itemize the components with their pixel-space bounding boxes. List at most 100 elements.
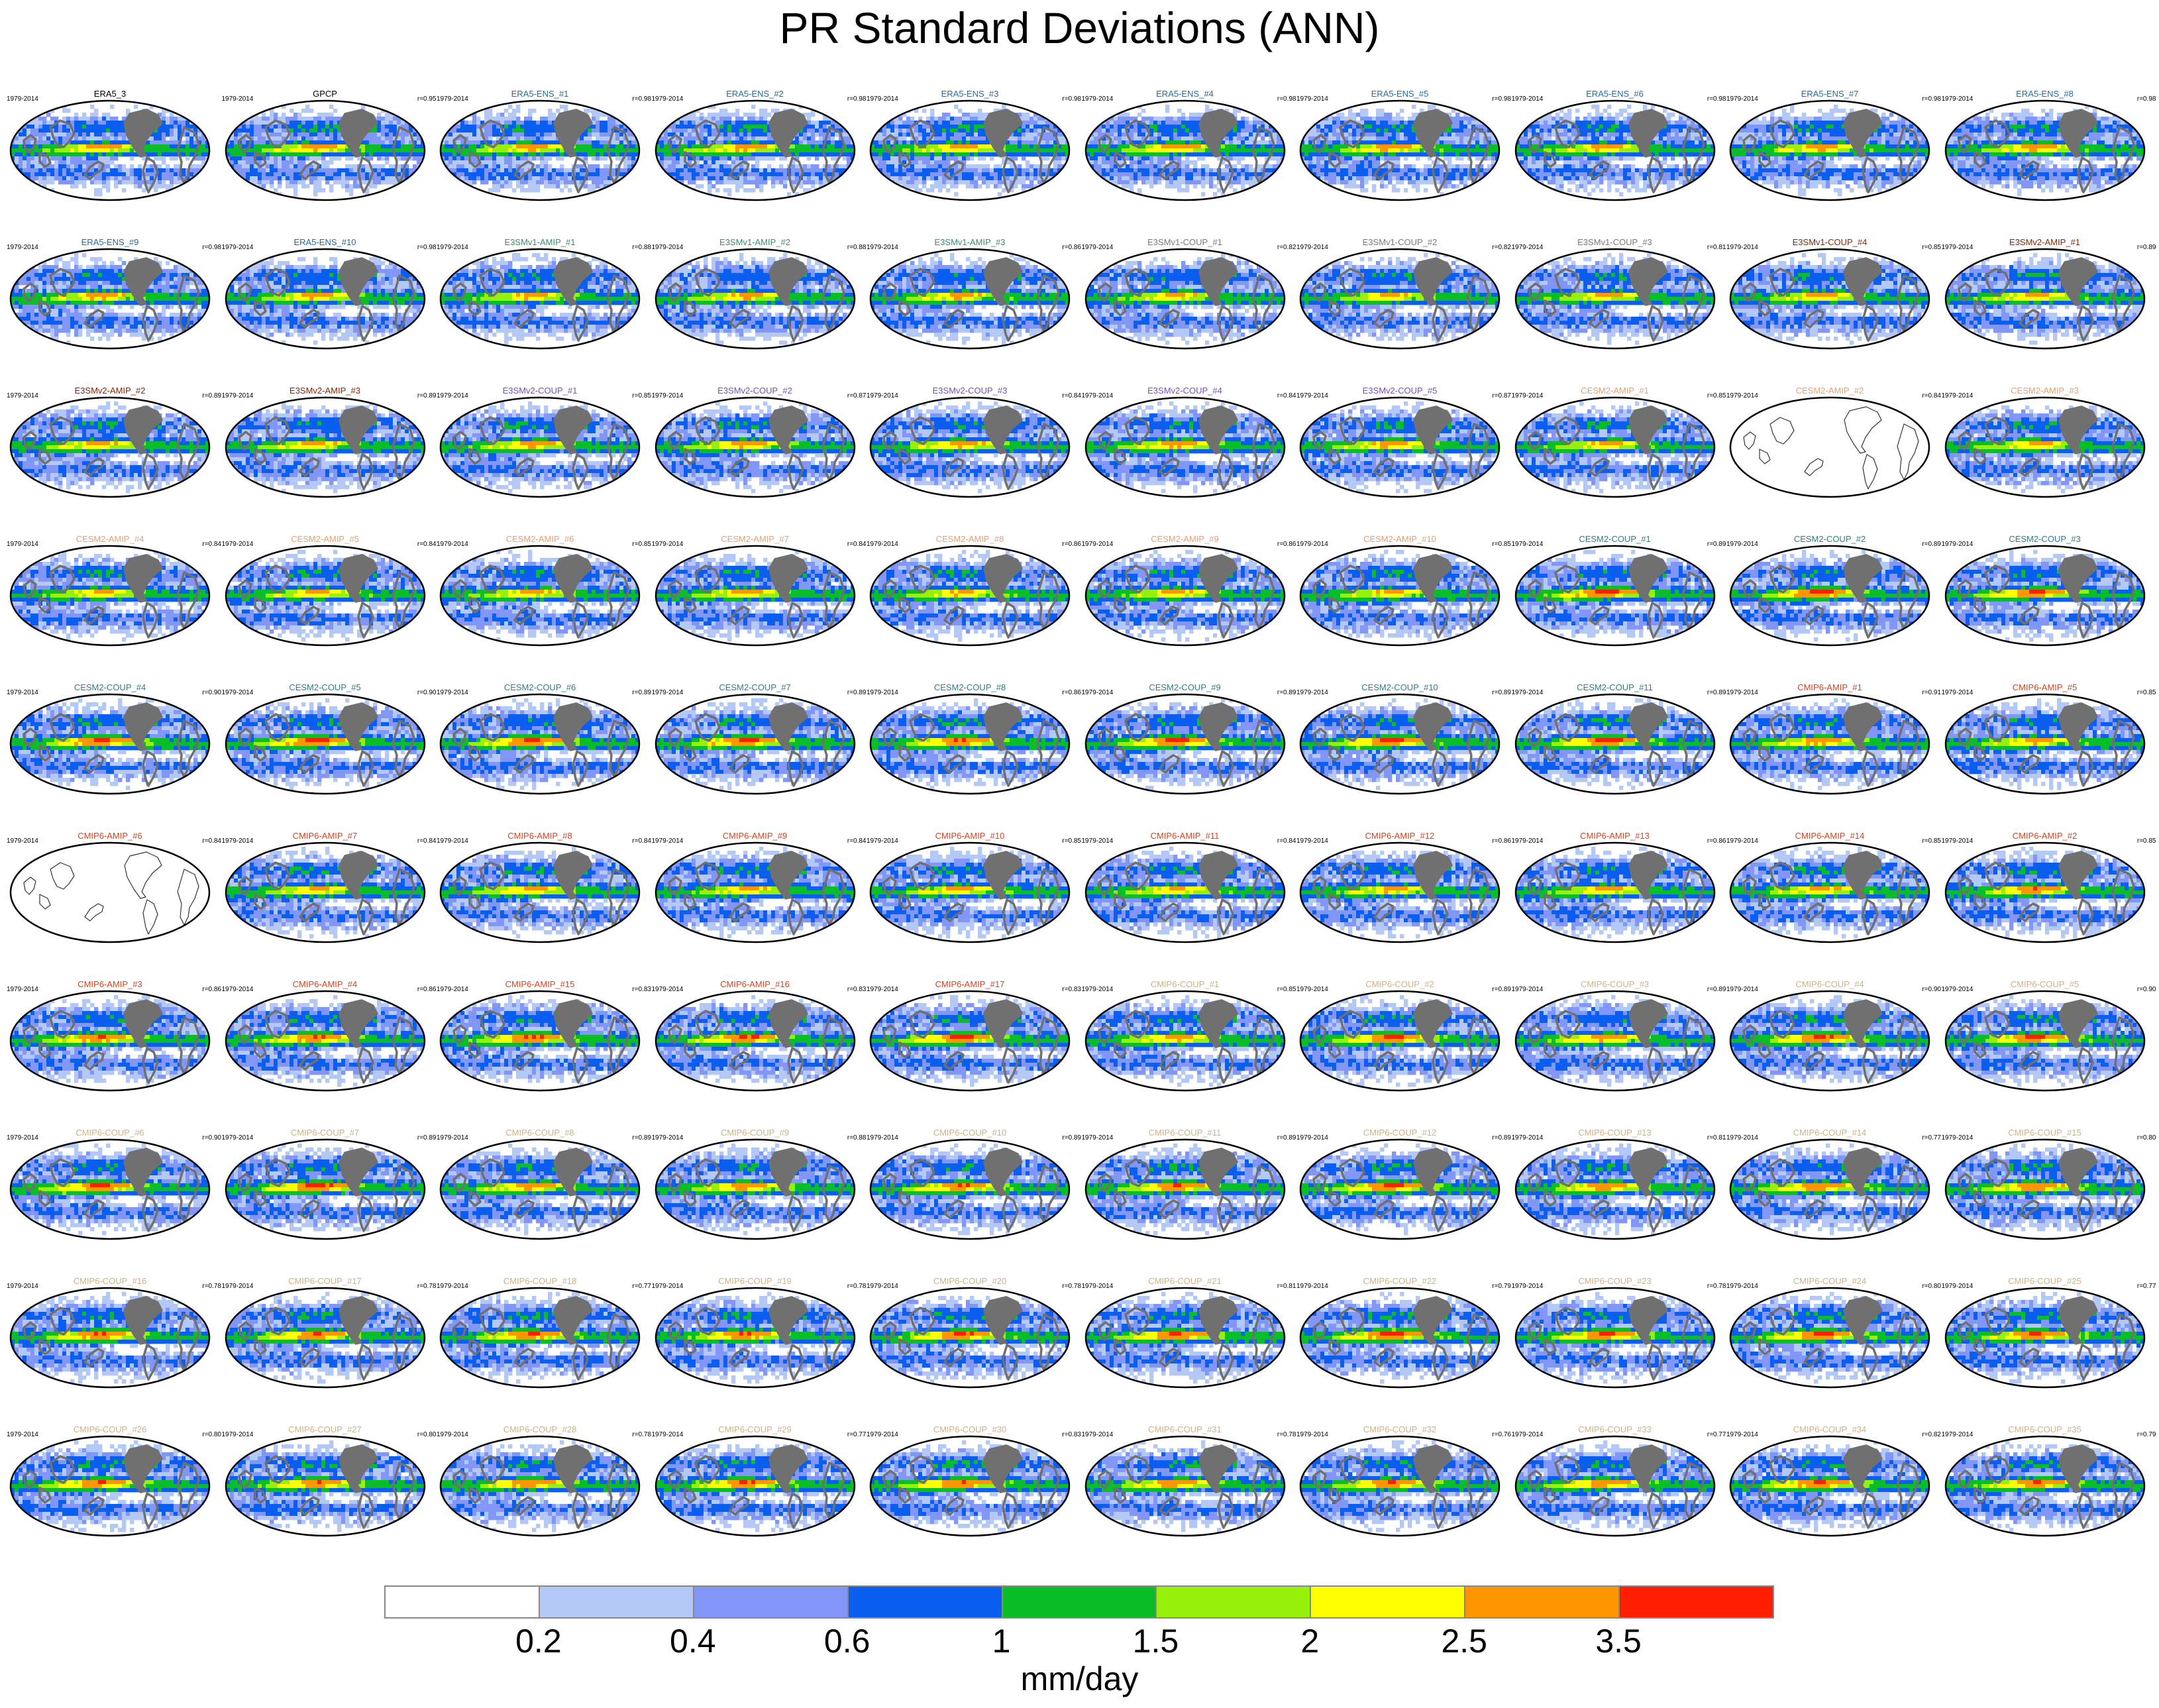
field-cell xyxy=(441,125,445,129)
field-cell xyxy=(532,133,536,136)
field-cell xyxy=(1165,136,1169,140)
field-cell xyxy=(82,152,86,156)
field-cell xyxy=(86,125,90,129)
field-cell xyxy=(58,160,62,164)
field-cell xyxy=(74,125,78,129)
field-cell xyxy=(962,129,966,133)
field-cell xyxy=(775,172,779,176)
field-cell xyxy=(1177,109,1181,113)
field-cell xyxy=(246,121,250,125)
field-cell xyxy=(1114,109,1118,113)
field-cell xyxy=(807,144,811,148)
field-cell xyxy=(62,133,66,136)
field-cell xyxy=(78,125,82,129)
field-cell xyxy=(270,113,274,117)
field-cell xyxy=(592,156,596,160)
field-cell xyxy=(926,164,930,168)
field-cell xyxy=(421,129,425,133)
field-cell xyxy=(508,133,512,136)
field-cell xyxy=(290,168,293,172)
field-cell xyxy=(413,188,417,192)
field-cell xyxy=(58,156,62,160)
field-cell xyxy=(1241,121,1245,125)
field-cell xyxy=(468,180,472,184)
field-cell xyxy=(524,136,528,140)
field-cell xyxy=(417,109,421,113)
field-cell xyxy=(381,140,385,144)
field-cell xyxy=(246,129,250,133)
field-cell xyxy=(1102,109,1106,113)
field-cell xyxy=(182,152,185,156)
field-cell xyxy=(464,168,468,172)
field-cell xyxy=(234,160,238,164)
field-cell xyxy=(1026,144,1029,148)
field-cell xyxy=(274,125,278,129)
field-cell xyxy=(1029,164,1033,168)
field-cell xyxy=(1253,129,1257,133)
field-cell xyxy=(906,180,910,184)
field-cell xyxy=(1245,140,1249,144)
field-cell xyxy=(401,144,405,148)
field-cell xyxy=(580,136,584,140)
field-cell xyxy=(938,148,942,152)
field-cell xyxy=(1122,113,1126,117)
field-cell xyxy=(205,113,209,117)
field-cell xyxy=(456,129,460,133)
field-cell xyxy=(1277,117,1281,121)
field-cell xyxy=(333,125,337,129)
field-cell xyxy=(719,172,723,176)
field-cell xyxy=(254,136,258,140)
field-cell xyxy=(843,156,847,160)
field-cell xyxy=(1249,136,1253,140)
field-cell xyxy=(803,144,807,148)
field-cell xyxy=(556,184,560,188)
field-cell xyxy=(1049,144,1053,148)
field-cell xyxy=(851,176,855,180)
field-cell xyxy=(978,184,982,188)
field-cell xyxy=(345,176,349,180)
field-cell xyxy=(898,172,902,176)
field-cell xyxy=(417,144,421,148)
field-cell xyxy=(496,117,500,121)
field-cell xyxy=(70,152,74,156)
field-cell xyxy=(831,105,835,109)
field-cell xyxy=(286,117,290,121)
field-cell xyxy=(1137,125,1141,129)
field-cell xyxy=(496,164,500,168)
field-cell xyxy=(747,113,751,117)
field-cell xyxy=(409,113,413,117)
field-cell xyxy=(66,180,70,184)
field-cell xyxy=(1102,129,1106,133)
field-cell xyxy=(966,129,970,133)
field-cell xyxy=(890,109,894,113)
field-cell xyxy=(711,129,715,133)
field-cell xyxy=(751,148,755,152)
field-cell xyxy=(791,164,795,168)
field-cell xyxy=(743,113,747,117)
field-cell xyxy=(1098,133,1102,136)
field-cell xyxy=(767,152,771,156)
field-cell xyxy=(990,172,994,176)
field-cell xyxy=(946,136,950,140)
field-cell xyxy=(258,172,262,176)
field-cell xyxy=(86,133,90,136)
field-cell xyxy=(500,113,504,117)
field-cell xyxy=(162,133,166,136)
field-cell xyxy=(902,168,906,172)
field-cell xyxy=(1026,152,1029,156)
field-cell xyxy=(851,129,855,133)
field-cell xyxy=(807,125,811,129)
field-cell xyxy=(90,129,94,133)
field-cell xyxy=(711,148,715,152)
field-cell xyxy=(680,148,684,152)
field-cell xyxy=(536,176,540,180)
field-cell xyxy=(46,140,50,144)
field-cell xyxy=(1181,140,1185,144)
field-cell xyxy=(524,121,528,125)
field-cell xyxy=(1169,125,1173,129)
field-cell xyxy=(600,180,604,184)
field-cell xyxy=(106,176,110,180)
field-cell xyxy=(1026,184,1029,188)
field-cell xyxy=(1173,125,1177,129)
field-cell xyxy=(966,125,970,129)
